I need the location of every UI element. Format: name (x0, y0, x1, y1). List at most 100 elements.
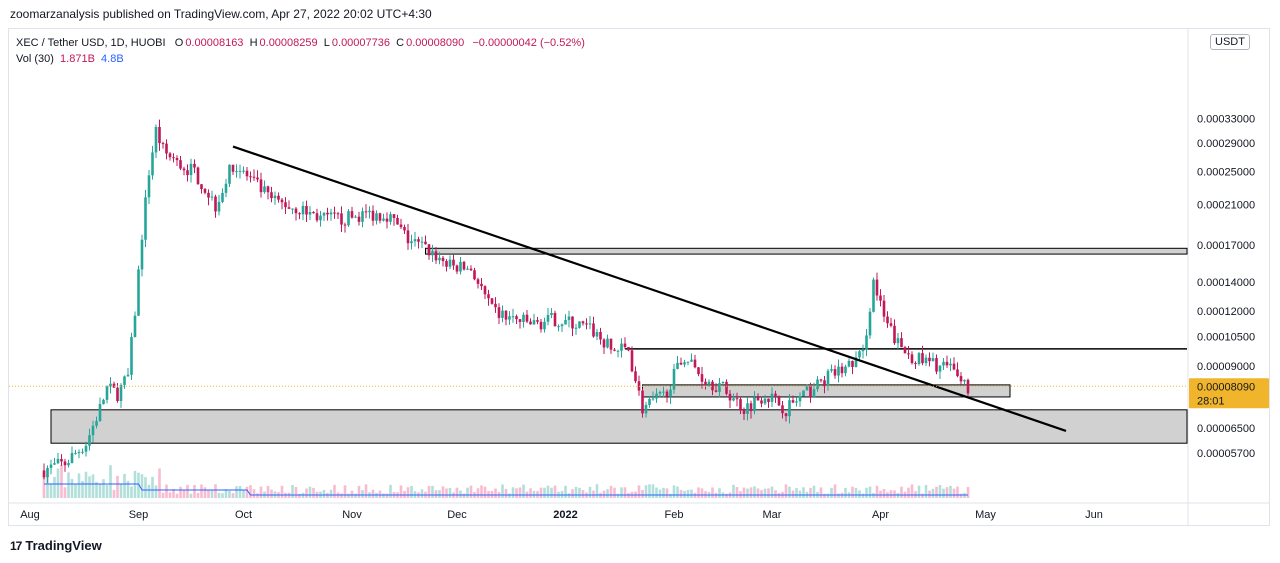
candle-body-58 (245, 170, 249, 177)
zone-0[interactable] (425, 247, 1188, 255)
volume-bar-120 (462, 493, 466, 498)
candle-body-111 (431, 251, 434, 256)
candle-body-157 (592, 323, 595, 337)
volume-bar-140 (532, 490, 536, 498)
close-value: 0.00008090 (406, 37, 465, 49)
volume-bar-225 (830, 487, 833, 498)
candle-body-221 (816, 379, 819, 390)
symbol-label[interactable]: XEC / Tether USD, 1D, HUOBI (16, 37, 166, 49)
volume-bar-96 (378, 490, 382, 498)
volume-bar-235 (865, 487, 868, 498)
volume-bar-39 (179, 486, 182, 498)
candle-body-225 (830, 369, 833, 371)
candle-body-28 (140, 239, 144, 270)
candle-body-56 (238, 171, 242, 173)
volume-bar-185 (690, 489, 693, 498)
candle-body-102 (399, 224, 403, 228)
candle-body-174 (651, 398, 655, 400)
candle-body-120 (462, 261, 466, 270)
volume-bar-40 (182, 489, 186, 498)
tradingview-brand[interactable]: 17 TradingView (10, 538, 102, 553)
volume-bar-224 (826, 493, 830, 498)
candle-body-21 (116, 387, 119, 401)
candle-body-113 (438, 257, 441, 261)
candle-body-146 (553, 312, 557, 327)
last-price-tag-bg (1189, 378, 1269, 409)
candle-body-202 (749, 403, 753, 412)
price-tick-9: 0.00006500 (1197, 423, 1255, 435)
candle-body-177 (662, 391, 665, 393)
candle-body-160 (602, 339, 606, 348)
zone-3[interactable] (50, 409, 1188, 444)
candle-body-9 (74, 453, 77, 455)
volume-bar-54 (231, 493, 235, 498)
time-tick-1: Sep (129, 509, 149, 521)
candle-body-241 (886, 316, 889, 324)
volume-bar-113 (438, 490, 441, 498)
volume-bar-28 (140, 474, 144, 498)
volume-bar-29 (144, 477, 147, 498)
candle-body-216 (798, 396, 802, 402)
volume-bar-85 (340, 493, 343, 498)
candle-body-222 (819, 379, 823, 381)
candle-body-101 (396, 217, 399, 225)
volume-bar-61 (256, 493, 259, 498)
open-value: 0.00008163 (185, 37, 244, 49)
candle-body-78 (315, 213, 319, 221)
volume-bar-116 (448, 487, 452, 498)
volume-bar-148 (560, 490, 564, 498)
candle-body-224 (826, 370, 830, 387)
candle-body-121 (466, 268, 469, 270)
volume-bar-244 (896, 493, 900, 498)
candle-body-143 (543, 321, 546, 330)
candle-body-173 (648, 398, 651, 405)
candle-body-229 (844, 366, 847, 374)
volume-label[interactable]: Vol (30) (16, 53, 54, 65)
candle-body-89 (354, 216, 357, 218)
candle-body-197 (732, 398, 735, 401)
candle-body-184 (686, 361, 690, 363)
volume-bar-177 (662, 487, 665, 498)
candle-body-104 (406, 230, 410, 244)
price-tick-0: 0.00033000 (1197, 114, 1255, 126)
volume-bar-83 (333, 484, 336, 498)
volume-bar-82 (329, 489, 333, 498)
volume-bar-75 (305, 488, 308, 498)
volume-bar-227 (837, 493, 840, 498)
candle-body-62 (259, 179, 263, 193)
volume-ma-line (44, 483, 968, 496)
volume-bar-150 (567, 493, 571, 498)
volume-bar-102 (399, 485, 403, 498)
candle-body-115 (445, 261, 448, 267)
volume-bar-124 (476, 488, 480, 498)
chart-frame[interactable] (8, 28, 1270, 526)
volume-bar-43 (193, 485, 196, 498)
candle-body-103 (403, 227, 406, 231)
volume-bar-149 (564, 485, 567, 498)
candle-body-49 (214, 196, 217, 212)
candle-body-117 (452, 259, 455, 266)
candle-body-234 (861, 349, 865, 352)
candle-body-237 (872, 279, 875, 312)
volume-bar-160 (602, 490, 606, 498)
candle-body-249 (914, 363, 917, 365)
volume-bar-55 (235, 486, 238, 498)
volume-bar-25 (130, 486, 133, 498)
candle-body-183 (683, 362, 686, 365)
volume-bar-252 (924, 484, 928, 498)
candle-body-163 (613, 349, 616, 351)
volume-bar-215 (795, 488, 798, 498)
candle-body-152 (574, 327, 578, 329)
candle-body-156 (588, 323, 592, 325)
candle-body-3 (53, 463, 56, 465)
candle-body-50 (217, 201, 221, 212)
volume-bar-170 (637, 485, 641, 498)
last-price-tag: 0.00008090 28:01 (1189, 378, 1269, 409)
volume-bar-208 (770, 486, 774, 498)
currency-badge[interactable]: USDT (1210, 34, 1250, 50)
open-label: O (174, 37, 184, 49)
descending-trendline[interactable] (232, 145, 1067, 432)
volume-bar-38 (175, 493, 179, 498)
volume-bar-229 (844, 487, 847, 498)
